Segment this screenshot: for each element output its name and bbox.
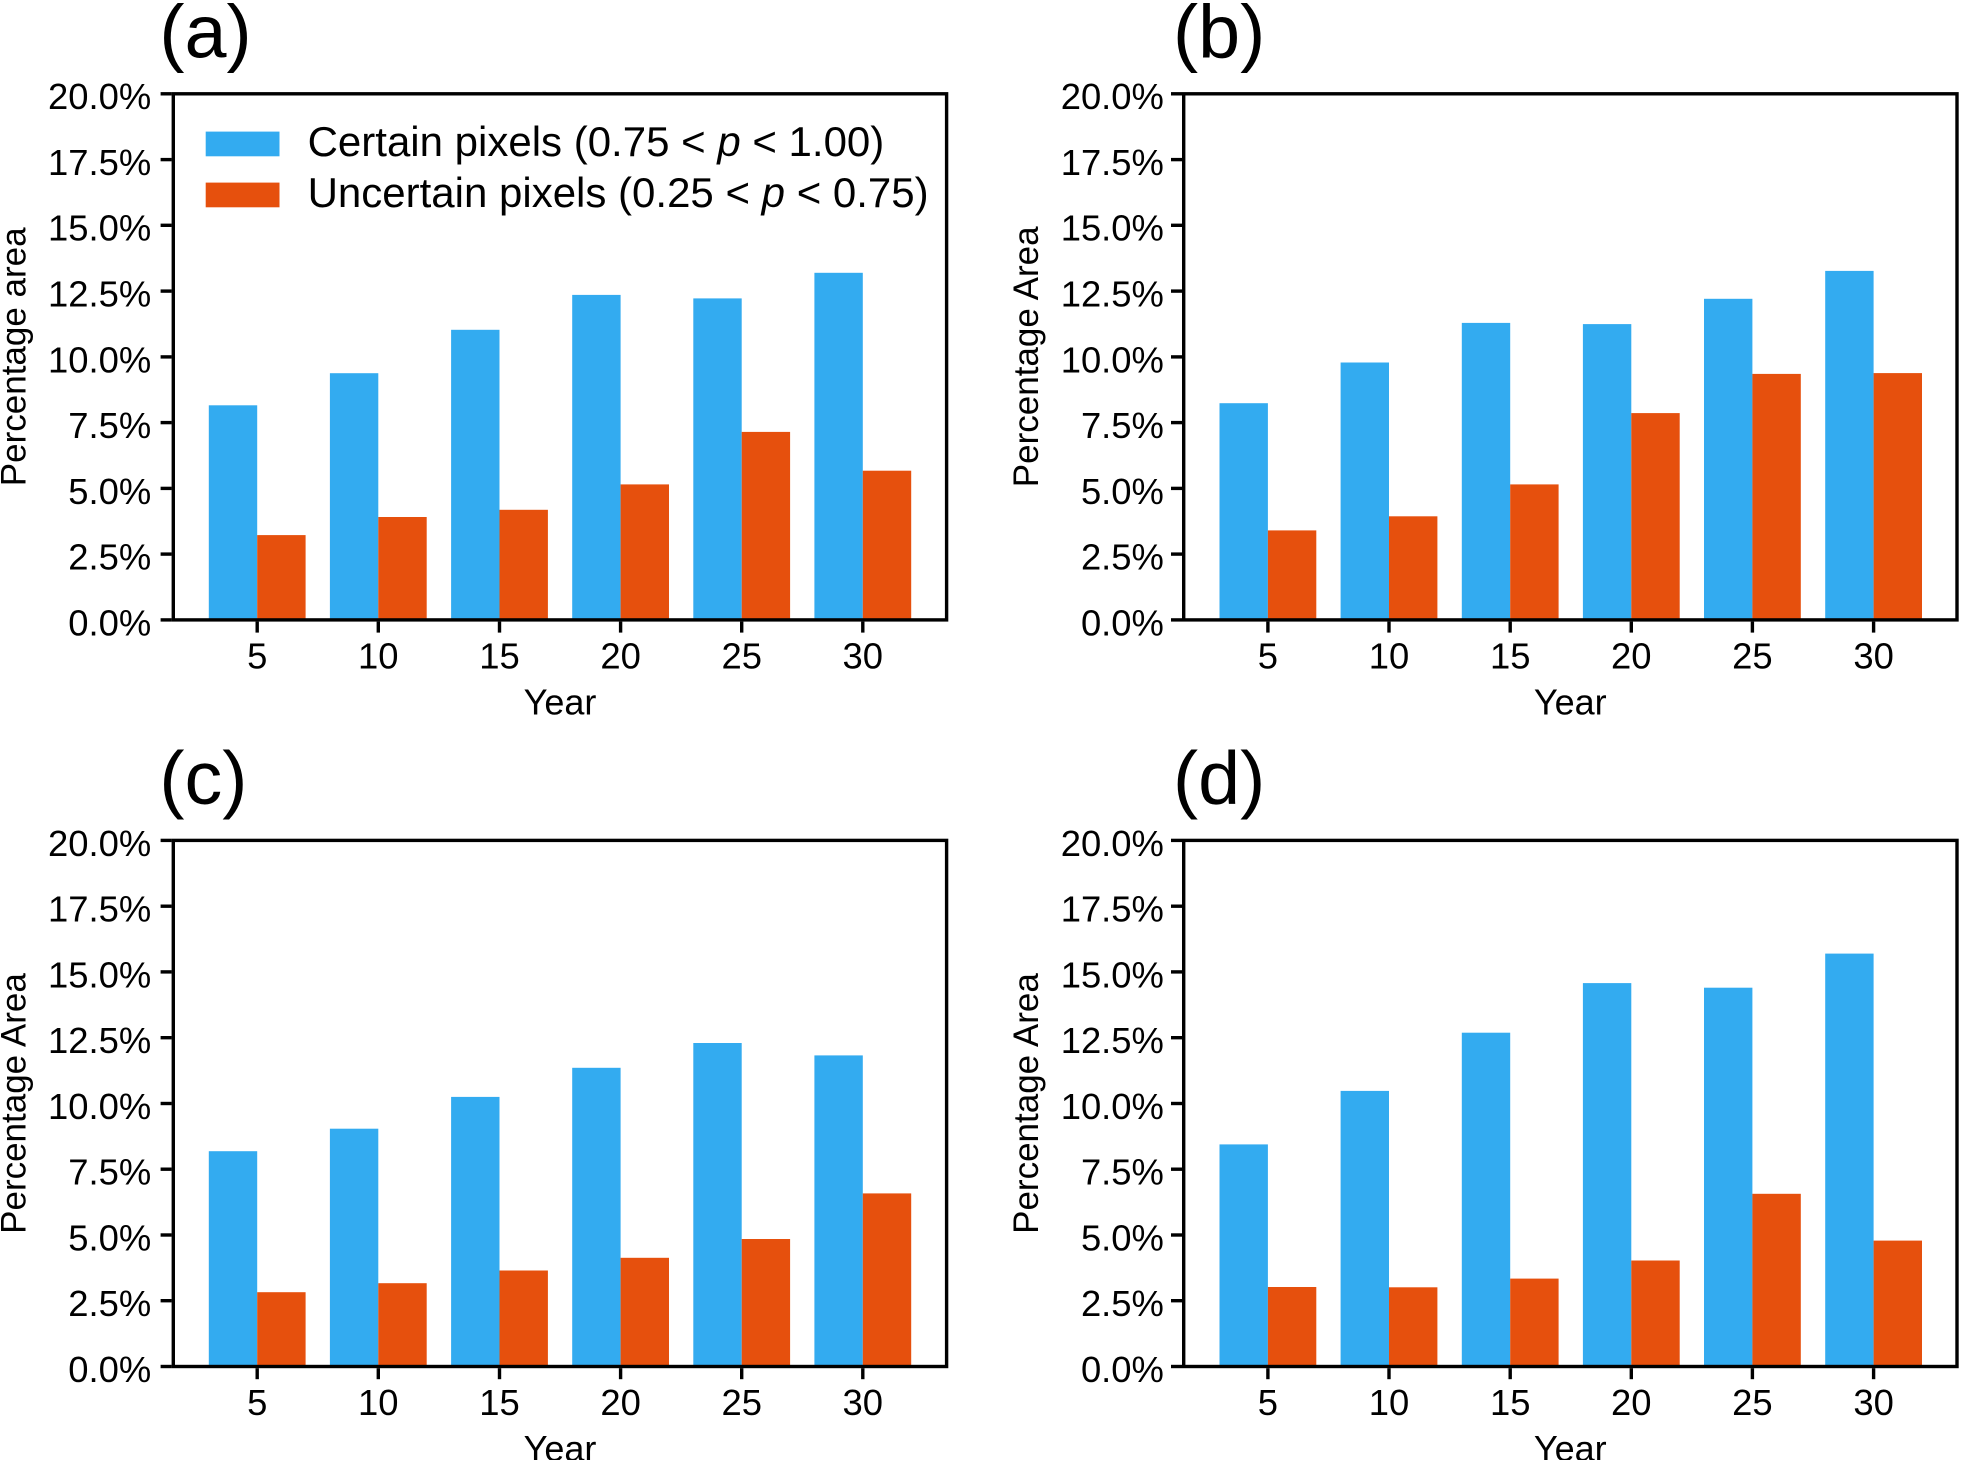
svg-text:20: 20 [1611, 1382, 1651, 1423]
svg-text:0.0%: 0.0% [1081, 1349, 1164, 1390]
svg-text:(a): (a) [159, 0, 251, 73]
svg-text:7.5%: 7.5% [68, 405, 151, 446]
svg-text:30: 30 [1853, 636, 1893, 677]
svg-text:17.5%: 17.5% [1061, 889, 1164, 930]
svg-text:5: 5 [247, 1382, 267, 1423]
svg-text:20.0%: 20.0% [1061, 76, 1164, 117]
svg-text:5.0%: 5.0% [68, 1217, 151, 1258]
svg-text:10: 10 [358, 636, 398, 677]
svg-text:12.5%: 12.5% [48, 1020, 151, 1061]
svg-text:12.5%: 12.5% [1061, 274, 1164, 315]
svg-text:Percentage Area: Percentage Area [0, 973, 34, 1234]
svg-text:5: 5 [1258, 636, 1278, 677]
svg-text:15.0%: 15.0% [48, 954, 151, 995]
svg-text:Uncertain pixels (0.25 < p < 0: Uncertain pixels (0.25 < p < 0.75) [308, 169, 929, 216]
svg-text:10: 10 [1369, 1382, 1409, 1423]
svg-text:25: 25 [721, 636, 761, 677]
svg-text:10: 10 [1369, 636, 1409, 677]
svg-text:15.0%: 15.0% [1061, 208, 1164, 249]
svg-text:(b): (b) [1173, 0, 1265, 73]
svg-text:7.5%: 7.5% [1081, 1152, 1164, 1193]
svg-text:15.0%: 15.0% [48, 208, 151, 249]
svg-text:Certain pixels (0.75 < p < 1.0: Certain pixels (0.75 < p < 1.00) [308, 118, 885, 165]
svg-text:25: 25 [721, 1382, 761, 1423]
svg-text:10.0%: 10.0% [1061, 1086, 1164, 1127]
svg-text:5.0%: 5.0% [1081, 1217, 1164, 1258]
svg-text:15: 15 [479, 1382, 519, 1423]
svg-text:2.5%: 2.5% [68, 1283, 151, 1324]
svg-text:25: 25 [1732, 1382, 1772, 1423]
svg-text:12.5%: 12.5% [1061, 1020, 1164, 1061]
svg-text:Year: Year [524, 682, 597, 723]
svg-text:15: 15 [479, 636, 519, 677]
svg-text:7.5%: 7.5% [1081, 405, 1164, 446]
svg-text:20.0%: 20.0% [48, 76, 151, 117]
svg-text:15.0%: 15.0% [1061, 954, 1164, 995]
svg-text:10.0%: 10.0% [1061, 339, 1164, 380]
svg-text:Year: Year [524, 1428, 597, 1460]
svg-text:10.0%: 10.0% [48, 1086, 151, 1127]
svg-text:Percentage Area: Percentage Area [1007, 973, 1046, 1234]
svg-text:30: 30 [1853, 1382, 1893, 1423]
svg-text:17.5%: 17.5% [48, 889, 151, 930]
svg-text:5: 5 [1258, 1382, 1278, 1423]
svg-text:5.0%: 5.0% [1081, 471, 1164, 512]
svg-text:20.0%: 20.0% [48, 823, 151, 864]
svg-text:20: 20 [600, 636, 640, 677]
svg-text:17.5%: 17.5% [1061, 142, 1164, 183]
svg-text:5: 5 [247, 636, 267, 677]
svg-text:Year: Year [1534, 682, 1607, 723]
svg-text:(c): (c) [159, 736, 247, 820]
svg-text:2.5%: 2.5% [1081, 537, 1164, 578]
svg-text:7.5%: 7.5% [68, 1152, 151, 1193]
svg-text:30: 30 [843, 1382, 883, 1423]
svg-text:Year: Year [1534, 1428, 1607, 1460]
svg-text:20: 20 [600, 1382, 640, 1423]
svg-text:2.5%: 2.5% [1081, 1283, 1164, 1324]
svg-text:17.5%: 17.5% [48, 142, 151, 183]
svg-text:20: 20 [1611, 636, 1651, 677]
svg-text:0.0%: 0.0% [68, 602, 151, 643]
svg-text:30: 30 [843, 636, 883, 677]
svg-text:Percentage area: Percentage area [0, 227, 34, 486]
svg-text:12.5%: 12.5% [48, 274, 151, 315]
svg-text:15: 15 [1490, 1382, 1530, 1423]
svg-text:10.0%: 10.0% [48, 339, 151, 380]
svg-text:(d): (d) [1173, 736, 1265, 820]
svg-text:Percentage Area: Percentage Area [1007, 226, 1046, 487]
svg-text:2.5%: 2.5% [68, 537, 151, 578]
svg-text:0.0%: 0.0% [1081, 602, 1164, 643]
svg-text:0.0%: 0.0% [68, 1349, 151, 1390]
svg-text:15: 15 [1490, 636, 1530, 677]
svg-text:25: 25 [1732, 636, 1772, 677]
svg-text:20.0%: 20.0% [1061, 823, 1164, 864]
svg-text:10: 10 [358, 1382, 398, 1423]
svg-text:5.0%: 5.0% [68, 471, 151, 512]
